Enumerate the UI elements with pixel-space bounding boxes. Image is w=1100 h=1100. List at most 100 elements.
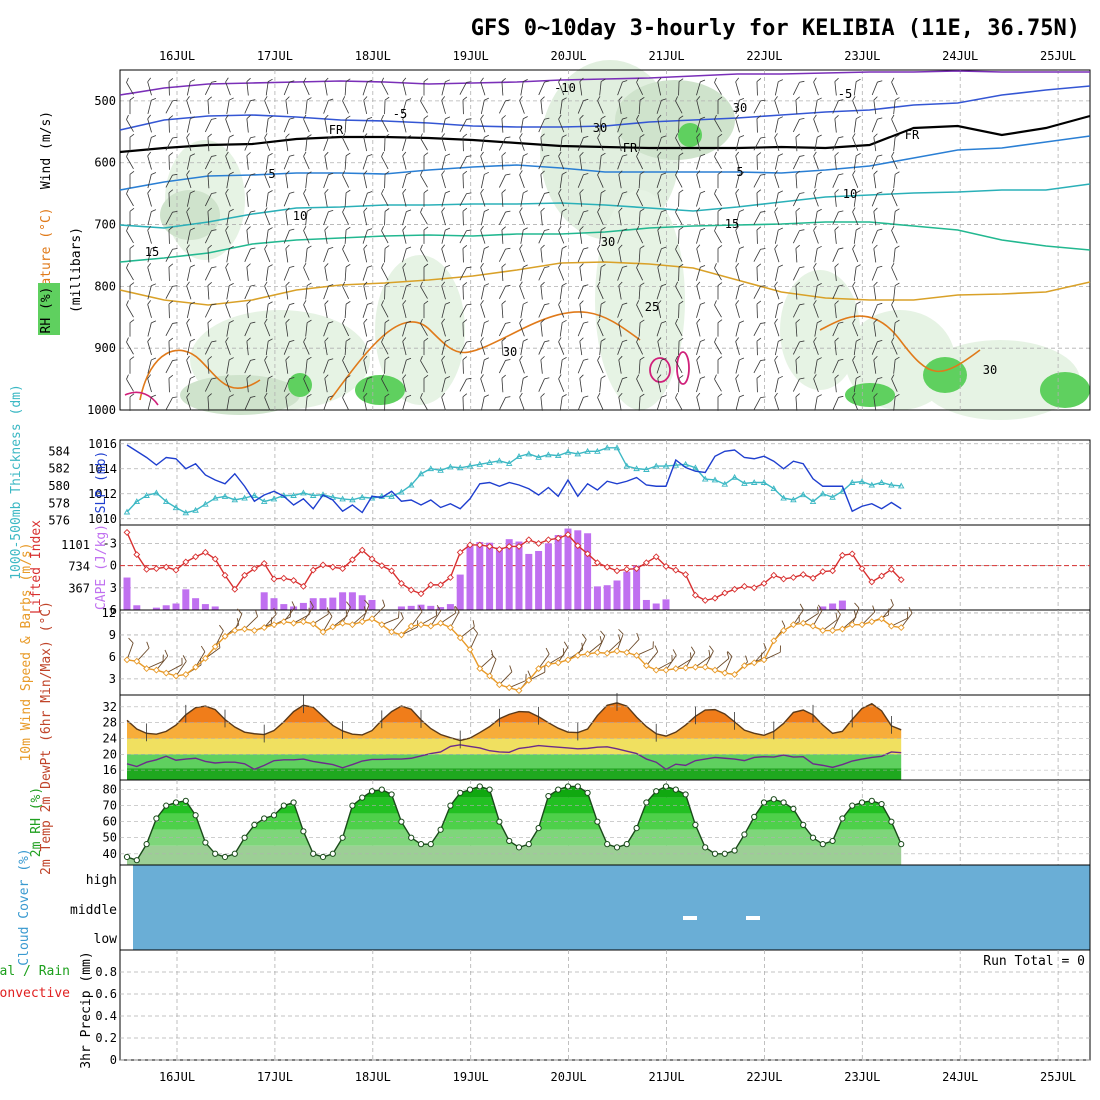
wind-barb-10m — [420, 608, 438, 626]
barb-staff — [558, 341, 565, 355]
wind-barb — [264, 96, 271, 114]
wind-barb — [696, 265, 706, 281]
rh-point — [466, 786, 474, 793]
barb-flag — [852, 133, 856, 138]
barb-flag — [795, 207, 800, 212]
barb-staff — [774, 304, 779, 319]
rh-axis-label: RH (%) — [39, 287, 54, 334]
barb-flag — [381, 263, 384, 268]
barb-flag — [600, 630, 606, 637]
barb-flag — [172, 322, 178, 324]
wind-barb — [795, 393, 800, 411]
barb-staff — [638, 211, 641, 226]
barb-flag — [836, 608, 841, 615]
barb-flag — [774, 96, 778, 101]
barb-flag — [872, 605, 876, 613]
slp-tick-label: 1010 — [88, 512, 117, 526]
barb-flag — [523, 264, 528, 268]
wind-barb — [834, 77, 839, 96]
wind-barb — [756, 300, 762, 319]
wind-barb — [558, 225, 565, 244]
wind-barb — [362, 228, 373, 244]
upper-frame — [119, 69, 1091, 411]
barb-staff — [714, 379, 722, 392]
barb-flag — [717, 282, 723, 286]
barb-staff — [147, 155, 152, 170]
barb-staff — [832, 323, 839, 337]
barb-staff — [579, 155, 583, 170]
wind-barb — [792, 340, 805, 355]
barb-flag — [891, 188, 895, 194]
wind-barb — [618, 207, 623, 226]
barb-staff — [832, 100, 839, 114]
wind-barb — [244, 395, 256, 411]
wind-barb — [774, 281, 780, 300]
wind-barb — [638, 97, 645, 115]
barb-staff — [656, 248, 662, 263]
wind-barb — [501, 77, 506, 96]
wind-barb-10m — [430, 605, 441, 627]
barb-staff — [893, 211, 896, 226]
barb-flag — [834, 300, 839, 305]
wind-barb — [599, 78, 606, 96]
wind-barb — [558, 151, 565, 170]
barb-flag — [441, 207, 446, 212]
thickness-point — [192, 506, 199, 513]
barb-staff — [540, 137, 543, 152]
barb-flag — [561, 171, 567, 175]
barb-flag — [225, 300, 229, 305]
wind-barb — [381, 300, 389, 318]
thickness-point — [241, 494, 248, 501]
wind-barb — [324, 263, 329, 281]
wind-barb — [323, 358, 334, 374]
rh-point — [427, 841, 434, 848]
barb-staff — [342, 174, 350, 188]
barb-flag — [735, 151, 740, 157]
wind-barb — [834, 263, 839, 282]
lifted-index-point — [211, 555, 219, 563]
barb-flag — [795, 281, 800, 286]
wind-barb — [756, 226, 762, 244]
barb-flag — [739, 135, 745, 138]
barb-flag — [779, 645, 781, 653]
barb-staff — [704, 650, 714, 668]
barb-flag — [164, 649, 169, 657]
barb-staff — [774, 248, 780, 263]
barb-flag — [207, 96, 212, 101]
barb-flag — [774, 170, 778, 175]
barb-flag — [714, 337, 717, 343]
barb-staff — [147, 137, 152, 152]
barb-staff — [420, 397, 428, 411]
wind-barb-10m — [509, 673, 527, 689]
wind-barb — [147, 246, 157, 263]
wind-barb — [656, 209, 667, 226]
barb-flag — [696, 318, 701, 324]
wind-barb — [657, 151, 662, 170]
wind-barb — [891, 263, 898, 281]
barb-staff — [226, 137, 230, 152]
barb-flag — [236, 618, 240, 625]
wind-barb — [813, 225, 819, 244]
wind-barb-10m — [636, 641, 654, 656]
barb-flag — [657, 337, 662, 342]
barb-flag — [873, 170, 878, 175]
barb-flag — [381, 337, 384, 343]
wind-speed-point — [339, 619, 347, 627]
lifted-index-point — [221, 571, 229, 579]
barb-staff — [538, 230, 545, 244]
barb-flag — [303, 374, 307, 380]
barb-flag — [345, 375, 351, 379]
barb-flag — [799, 80, 805, 83]
barb-staff — [342, 211, 350, 225]
wind-barb — [577, 173, 589, 188]
barb-flag — [739, 283, 745, 287]
wind-barb — [244, 247, 256, 263]
barb-flag — [696, 392, 701, 398]
wind-barb — [774, 375, 783, 393]
barb-staff — [283, 118, 290, 133]
barb-flag — [172, 396, 178, 399]
barb-flag — [420, 244, 423, 250]
barb-staff — [558, 118, 565, 133]
rh-shading — [355, 375, 405, 405]
barb-staff — [303, 341, 310, 355]
